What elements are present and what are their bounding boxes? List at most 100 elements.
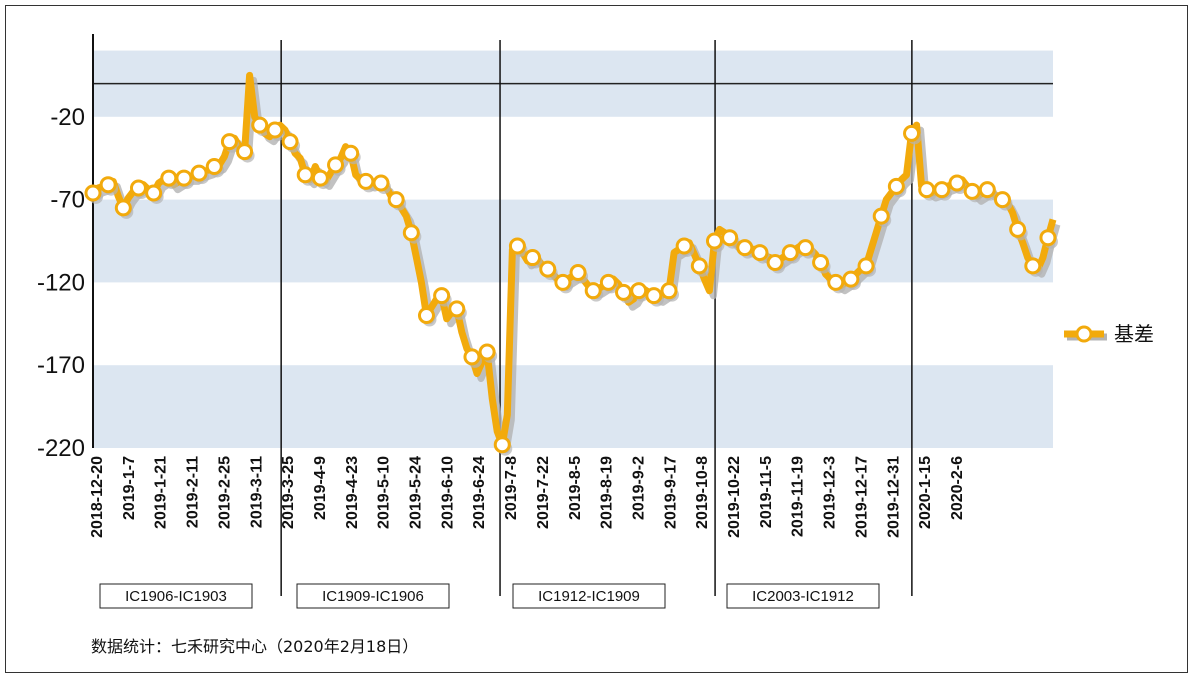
data-point: [721, 229, 739, 247]
data-point: [236, 143, 254, 161]
data-point: [524, 249, 542, 267]
data-point: [887, 177, 905, 195]
data-point: [993, 191, 1011, 209]
basis-chart: -20-70-120-170-220 2018-12-20 2019-1-7 201…: [37, 34, 1154, 656]
x-tick-label: 2019-11-5: [758, 456, 775, 528]
data-point: [539, 260, 557, 278]
x-tick-label: 2019-7-22: [535, 456, 552, 529]
data-point: [402, 224, 420, 242]
data-point: [963, 182, 981, 200]
data-point: [478, 343, 496, 361]
data-point: [463, 348, 481, 366]
data-point: [857, 257, 875, 275]
period-box-2: [512, 583, 666, 609]
data-point: [433, 287, 451, 305]
data-point: [705, 232, 723, 250]
x-tick-label: 2019-1-7: [121, 456, 138, 520]
data-point: [569, 263, 587, 281]
data-point: [827, 273, 845, 291]
data-point: [615, 283, 633, 301]
data-point: [675, 237, 693, 255]
period-label: IC1906-IC1903: [125, 588, 227, 605]
data-point: [145, 184, 163, 202]
legend-swatch-marker: [1075, 325, 1093, 343]
data-point: [751, 244, 769, 262]
source-note: 数据统计：七禾研究中心（2020年2月18日）: [91, 637, 418, 656]
x-tick-label: 2019-12-3: [822, 456, 839, 529]
data-point: [205, 157, 223, 175]
period-box-0: [99, 583, 253, 609]
period-label: IC1912-IC1909: [538, 588, 640, 605]
data-point: [872, 207, 890, 225]
y-tick-label: -170: [37, 352, 85, 379]
data-point: [736, 239, 754, 257]
x-tick-label: 2019-9-2: [630, 456, 647, 520]
data-point: [190, 164, 208, 182]
x-tick-label: 2019-4-23: [344, 456, 361, 529]
data-point: [220, 133, 238, 151]
data-point: [114, 199, 132, 217]
data-point: [903, 124, 921, 142]
x-tick-label: 2019-6-10: [439, 456, 456, 529]
x-tick-label: 2019-11-19: [790, 456, 807, 537]
data-point: [933, 181, 951, 199]
data-point: [508, 237, 526, 255]
x-tick-label: 2018-12-20: [89, 456, 106, 538]
data-point: [448, 300, 466, 318]
data-point: [311, 169, 329, 187]
x-tick-label: 2019-3-25: [280, 456, 297, 529]
x-tick-label: 2019-4-9: [312, 456, 329, 520]
series-basis: [84, 71, 1061, 456]
x-tick-label: 2019-1-21: [153, 456, 170, 529]
data-point: [660, 282, 678, 300]
data-point: [372, 174, 390, 192]
data-point: [266, 121, 284, 139]
period-label: IC1909-IC1906: [322, 588, 424, 605]
x-tick-label: 2019-8-5: [567, 456, 584, 520]
data-point: [387, 191, 405, 209]
period-label: IC2003-IC1912: [752, 588, 854, 605]
data-point: [948, 174, 966, 192]
data-point: [296, 166, 314, 184]
data-point: [812, 254, 830, 272]
x-tick-label: 2019-7-8: [503, 456, 520, 520]
x-tick-label: 2019-2-25: [216, 456, 233, 529]
x-tick-label: 2019-12-31: [885, 456, 902, 538]
period-boxes: IC1906-IC1903 IC1909-IC1906 IC1912-IC1909 I…: [99, 583, 880, 609]
x-tick-label: 2019-6-24: [471, 456, 488, 529]
x-tick-label: 2020-1-15: [917, 456, 934, 529]
chart-frame: -20 -70 -120 -170 -220 2018-12-20 2019-1-7 201…: [5, 5, 1188, 673]
data-point: [1024, 257, 1042, 275]
y-axis-ticks: -20 -70 -120 -170 -220: [37, 104, 85, 462]
data-point: [160, 169, 178, 187]
data-point: [918, 181, 936, 199]
y-tick-label: -120: [37, 269, 85, 296]
x-tick-label: 2020-2-6: [949, 456, 966, 520]
data-point: [342, 144, 360, 162]
data-point: [84, 184, 102, 202]
data-point: [842, 270, 860, 288]
x-tick-label: 2019-5-24: [408, 456, 425, 529]
x-axis-ticks: 2018-12-20 2019-1-7 2019-1-21 2019-2-11 2019…: [89, 456, 966, 538]
x-tick-label: 2019-10-22: [726, 456, 743, 538]
data-point: [251, 116, 269, 134]
x-tick-label: 2019-12-17: [853, 456, 870, 538]
data-point: [584, 282, 602, 300]
data-point: [645, 287, 663, 305]
data-point: [357, 172, 375, 190]
x-tick-label: 2019-3-11: [248, 456, 265, 528]
legend-label: 基差: [1114, 322, 1154, 346]
data-point: [281, 133, 299, 151]
band-2: [93, 365, 1053, 448]
period-box-1: [296, 583, 450, 609]
x-tick-label: 2019-5-10: [376, 456, 393, 529]
data-point: [1009, 220, 1027, 238]
data-point: [554, 273, 572, 291]
data-point: [99, 176, 117, 194]
x-tick-label: 2019-2-11: [185, 456, 202, 528]
data-point: [781, 244, 799, 262]
data-point: [766, 254, 784, 272]
y-tick-label: -20: [50, 104, 85, 131]
data-point: [630, 282, 648, 300]
legend: 基差: [1064, 322, 1154, 346]
